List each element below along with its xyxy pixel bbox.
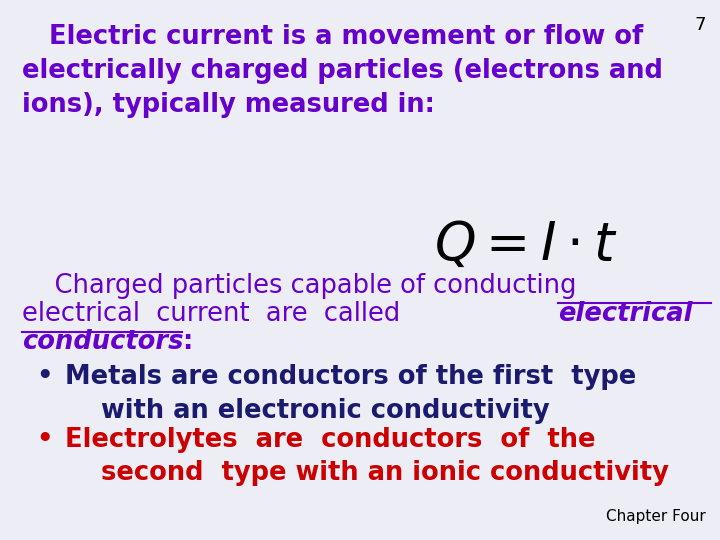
- Text: :: :: [182, 329, 192, 355]
- Text: 7: 7: [694, 16, 706, 34]
- Text: Metals are conductors of the first  type
    with an electronic conductivity: Metals are conductors of the first type …: [65, 364, 636, 424]
- Text: conductors: conductors: [22, 329, 183, 355]
- Text: •: •: [36, 364, 53, 390]
- Text: electrical: electrical: [558, 301, 693, 327]
- Text: electrical  current  are  called: electrical current are called: [22, 301, 416, 327]
- Text: Chapter Four: Chapter Four: [606, 509, 706, 524]
- Text: Electrolytes  are  conductors  of  the
    second  type with an ionic conductivi: Electrolytes are conductors of the secon…: [65, 427, 669, 486]
- Text: Electric current is a movement or flow of
electrically charged particles (electr: Electric current is a movement or flow o…: [22, 24, 662, 118]
- Text: $Q = I \cdot t$: $Q = I \cdot t$: [434, 219, 617, 271]
- Text: Charged particles capable of conducting: Charged particles capable of conducting: [22, 273, 576, 299]
- Text: •: •: [36, 427, 53, 453]
